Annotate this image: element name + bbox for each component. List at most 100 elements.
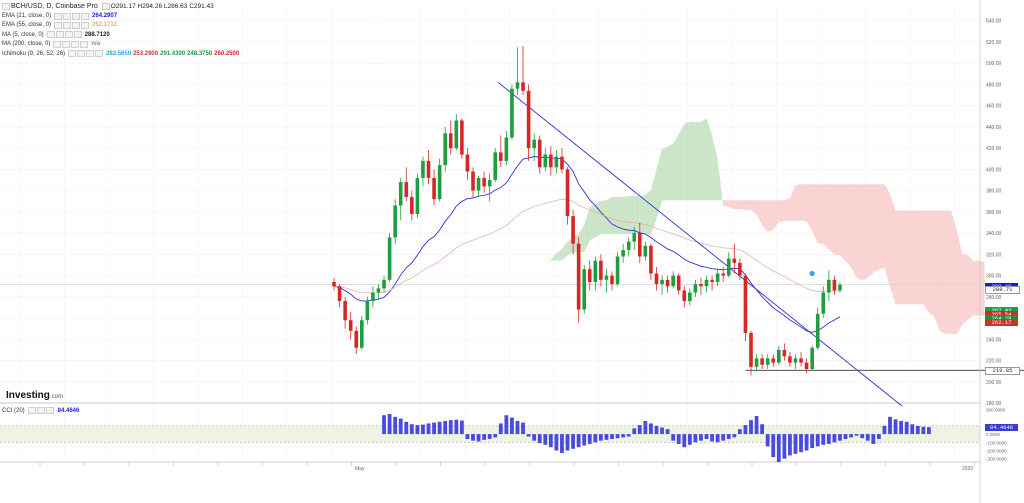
cloud-segment: [534, 276, 540, 294]
cloud-segment: [839, 184, 846, 262]
cci-tick-label: 300.0000: [986, 407, 1006, 412]
cci-close-icon[interactable]: [45, 407, 54, 414]
cci-value: 84.4646: [57, 407, 80, 414]
legend-indicator-row: EMA (55, close, 0) 262.1712: [2, 21, 239, 30]
candle-body: [504, 137, 509, 161]
candle-body: [643, 245, 648, 257]
settings-icon[interactable]: [55, 31, 64, 39]
cloud-segment: [689, 121, 696, 201]
more-icon[interactable]: [95, 50, 104, 58]
cloud-segment: [812, 184, 818, 244]
more-icon[interactable]: [80, 40, 89, 48]
candle-body: [343, 301, 347, 321]
close-icon[interactable]: [86, 50, 95, 58]
more-icon[interactable]: [81, 21, 90, 29]
more-icon[interactable]: [81, 12, 90, 20]
price-tag: 288.71: [985, 286, 1020, 295]
candle-body: [526, 90, 531, 149]
settings-icon[interactable]: [63, 21, 72, 29]
cloud-segment: [495, 308, 501, 316]
indicator-lines: [333, 81, 903, 407]
cci-bar: [537, 434, 542, 444]
more-icon[interactable]: [73, 31, 82, 39]
cci-bar: [409, 424, 414, 435]
cloud-segment: [684, 121, 690, 201]
close-icon[interactable]: [72, 12, 81, 20]
cloud-segment: [667, 143, 674, 201]
cci-bar: [437, 421, 442, 435]
price-tick-label: 460.00: [986, 104, 1002, 110]
eye-icon[interactable]: [54, 21, 63, 29]
cloud-segment: [678, 123, 685, 201]
cci-eye-icon[interactable]: [27, 407, 36, 414]
close-icon[interactable]: [64, 31, 73, 39]
cci-settings-icon[interactable]: [36, 407, 45, 414]
cci-bar: [865, 434, 870, 441]
cci-bar: [660, 427, 664, 435]
indicator-value: 253.2900: [133, 50, 159, 57]
time-label: May: [355, 466, 365, 472]
indicator-name: Ichimoku (9, 26, 52, 26): [2, 50, 66, 57]
candle-body: [593, 260, 598, 282]
cloud-segment: [739, 200, 746, 210]
cloud-segment: [940, 210, 946, 334]
candle-body: [765, 358, 770, 365]
price-axis: 540.00 520.00 500.00 480.00 460.00 440.00 420.…: [979, 0, 1002, 503]
cci-bar: [643, 420, 648, 435]
candle-body: [815, 313, 820, 348]
cci-bar: [382, 415, 386, 435]
cloud-segment: [890, 193, 896, 305]
price-tag: 265.54: [985, 310, 1018, 318]
cloud-segment: [523, 314, 529, 316]
cloud-segment: [745, 200, 751, 210]
cci-bar: [704, 434, 709, 440]
cci-tick-label: 0.0000: [986, 432, 1000, 437]
eye-icon[interactable]: [54, 12, 63, 20]
cci-bar: [915, 425, 920, 435]
price-tick-label: 240.00: [986, 337, 1002, 343]
cci-bar: [854, 434, 859, 436]
price-tick-label: 480.00: [986, 82, 1002, 88]
settings-icon[interactable]: [63, 12, 72, 20]
cci-bar: [799, 434, 803, 453]
cci-bar: [632, 428, 637, 435]
cloud-segment: [828, 184, 835, 255]
candle-body: [827, 279, 831, 293]
settings-icon[interactable]: [77, 50, 86, 58]
candle-body: [460, 120, 464, 155]
cci-bar: [476, 434, 481, 442]
cci-bar: [921, 426, 926, 435]
eye-icon[interactable]: [53, 40, 62, 48]
eye-icon[interactable]: [46, 31, 55, 39]
candle-body: [676, 275, 681, 291]
symbol-toggle[interactable]: [2, 3, 10, 11]
legend-indicator-row: EMA (21, close, 0) 264.2907: [2, 11, 239, 20]
cloud-segment: [595, 200, 601, 238]
candle-body: [788, 356, 792, 363]
candle-body: [754, 358, 759, 367]
cci-bar: [654, 425, 659, 435]
ohlc-values: O291.17 H294.26 L286.63 C291.43: [110, 3, 214, 11]
cci-tick-label: -200.0000: [986, 449, 1007, 454]
cci-bar: [621, 434, 626, 438]
close-icon[interactable]: [71, 40, 80, 48]
cci-bar: [426, 423, 431, 435]
eye-icon[interactable]: [101, 3, 110, 11]
cloud-segment: [484, 292, 490, 304]
candle-body: [799, 358, 803, 363]
candle-body: [354, 330, 359, 348]
candle-body: [771, 358, 776, 363]
cci-bar: [732, 434, 737, 438]
cci-name: CCI (20): [2, 407, 25, 414]
close-icon[interactable]: [72, 21, 81, 29]
eye-icon[interactable]: [68, 50, 77, 58]
candle-body: [649, 245, 653, 274]
legend-indicator-row: Ichimoku (9, 26, 52, 26) 282.5650 253.2900…: [2, 49, 239, 58]
cloud-segment: [806, 184, 813, 231]
cci-bar: [515, 420, 520, 435]
cloud-segment: [717, 159, 724, 207]
cloud-segment: [862, 184, 868, 281]
cci-bar: [821, 434, 826, 445]
settings-icon[interactable]: [62, 40, 71, 48]
